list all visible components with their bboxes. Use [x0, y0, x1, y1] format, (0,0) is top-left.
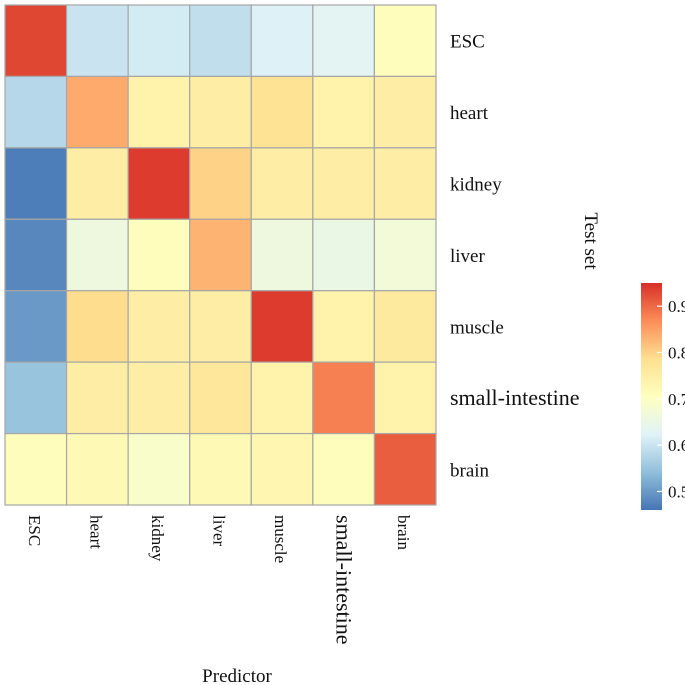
heatmap-cell — [4, 361, 68, 435]
row-labels: ESC heart kidney liver muscle small-intestine… — [450, 32, 580, 482]
heatmap-cell — [189, 290, 252, 363]
heatmap-cell — [312, 218, 376, 292]
row-label: ESC — [450, 32, 485, 53]
heatmap-cell — [373, 432, 437, 506]
heatmap-cell — [189, 361, 252, 435]
heatmap-cell — [4, 147, 68, 220]
heatmap-cell — [127, 218, 191, 292]
heatmap-cell — [127, 147, 191, 220]
column-label: liver — [209, 515, 228, 546]
heatmap-cell — [250, 432, 314, 506]
heatmap-cell — [312, 75, 376, 149]
heatmap-cell — [4, 290, 68, 363]
row-label: kidney — [450, 175, 502, 196]
heatmap-cell — [127, 432, 191, 506]
heatmap-cell — [127, 290, 191, 363]
column-label: brain — [394, 515, 413, 550]
heatmap-cell — [373, 75, 437, 149]
column-labels: ESC heart kidney liver muscle small-intestine… — [25, 515, 413, 645]
heatmap-cell — [65, 361, 129, 435]
column-label: heart — [86, 515, 105, 549]
heatmap-cells — [4, 4, 437, 506]
heatmap-cell — [189, 75, 252, 149]
heatmap-cell — [312, 147, 376, 220]
row-label: liver — [450, 246, 485, 267]
heatmap-cell — [312, 361, 376, 435]
column-label: ESC — [25, 515, 44, 546]
colorbar-tick-label: 0.8 — [668, 343, 685, 362]
heatmap-cell — [250, 290, 314, 363]
y-axis-title: Test set — [580, 212, 601, 270]
heatmap-cell — [4, 4, 68, 78]
colorbar-tick-label: 0.9 — [668, 297, 685, 316]
heatmap-cell — [312, 290, 376, 363]
colorbar-ticks: 0.5 0.6 0.7 0.8 0.9 — [657, 297, 685, 501]
row-label: muscle — [450, 317, 504, 338]
heatmap-cell — [373, 218, 437, 292]
heatmap-cell — [189, 218, 252, 292]
heatmap-cell — [4, 432, 68, 506]
row-label: heart — [450, 103, 489, 124]
heatmap-cell — [250, 4, 314, 78]
x-axis-title: Predictor — [202, 666, 272, 685]
heatmap-cell — [250, 75, 314, 149]
column-label: muscle — [271, 515, 290, 563]
heatmap-cell — [189, 432, 252, 506]
column-label: small-intestine — [332, 515, 357, 645]
heatmap-cell — [127, 361, 191, 435]
heatmap-cell — [373, 290, 437, 363]
colorbar-tick-label: 0.7 — [668, 390, 685, 409]
colorbar-tick-label: 0.5 — [668, 482, 685, 501]
heatmap-cell — [65, 4, 129, 78]
heatmap-cell — [373, 361, 437, 435]
column-label: kidney — [148, 515, 167, 562]
heatmap-cell — [250, 147, 314, 220]
heatmap-cell — [250, 218, 314, 292]
heatmap-cell — [65, 218, 129, 292]
heatmap-cell — [373, 147, 437, 220]
heatmap-cell — [65, 75, 129, 149]
heatmap-cell — [189, 4, 252, 78]
colorbar: 0.5 0.6 0.7 0.8 0.9 — [641, 283, 685, 510]
heatmap-cell — [65, 290, 129, 363]
heatmap-cell — [250, 361, 314, 435]
row-label: small-intestine — [450, 385, 580, 410]
heatmap-cell — [373, 4, 437, 78]
heatmap-cell — [127, 75, 191, 149]
row-label: brain — [450, 460, 490, 481]
heatmap-cell — [189, 147, 252, 220]
colorbar-tick-label: 0.6 — [668, 436, 685, 455]
heatmap-cell — [312, 432, 376, 506]
heatmap-cell — [4, 75, 68, 149]
heatmap-cell — [127, 4, 191, 78]
heatmap-cell — [65, 147, 129, 220]
colorbar-gradient — [641, 283, 662, 510]
heatmap-cell — [65, 432, 129, 506]
heatmap-cell — [4, 218, 68, 292]
heatmap-cell — [312, 4, 376, 78]
